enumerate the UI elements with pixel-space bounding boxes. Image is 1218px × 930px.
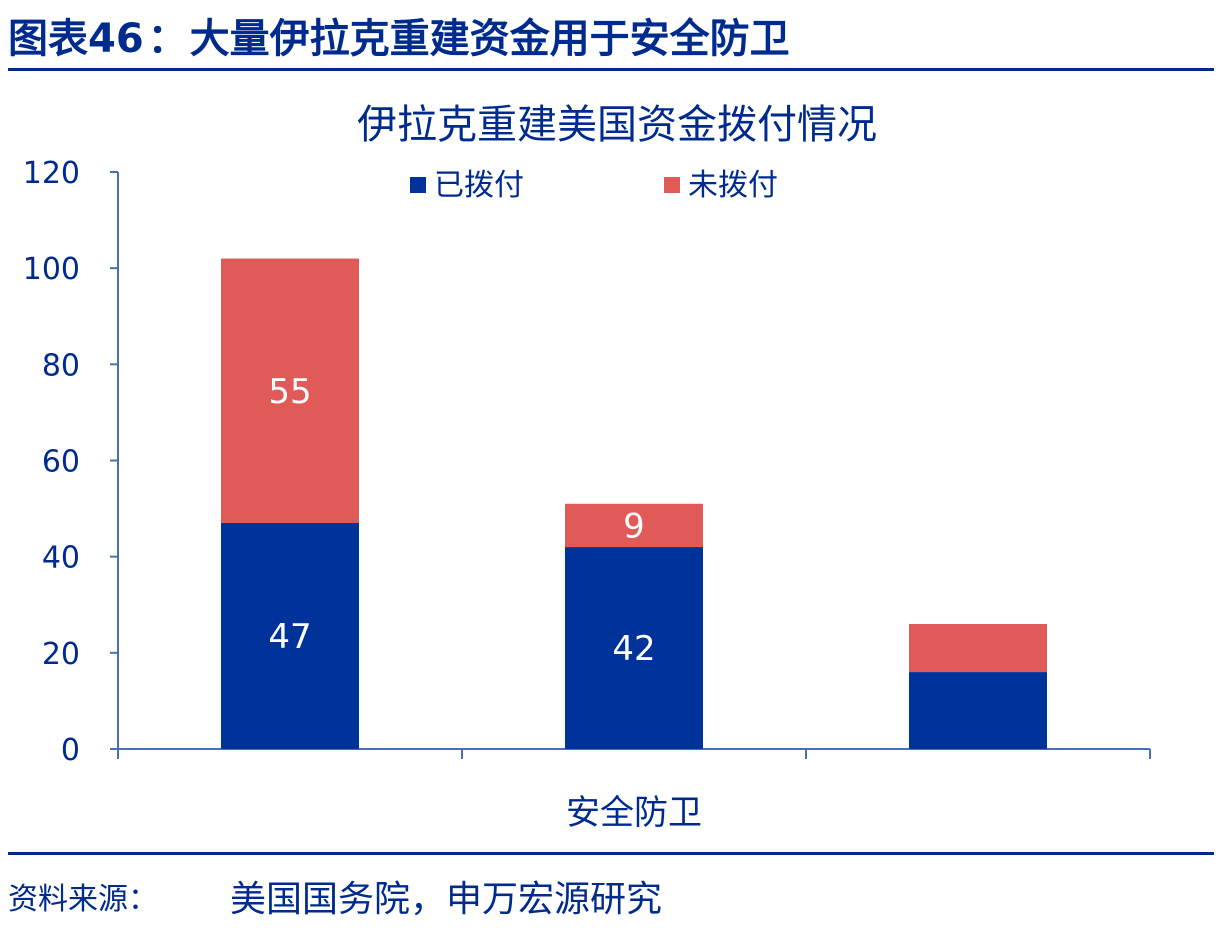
bar-segment-disbursed (909, 672, 1047, 749)
legend: 已拨付 未拨付 (410, 168, 778, 203)
bar-segment-disbursed (565, 547, 703, 749)
chart-title: 伊拉克重建美国资金拨付情况 (357, 102, 877, 148)
figure-title-text: 大量伊拉克重建资金用于安全防卫 (189, 16, 790, 62)
bar-segment-disbursed (221, 523, 359, 749)
bar-segment-undisbursed (565, 503, 703, 548)
legend-swatch (410, 177, 426, 193)
source-label: 资料来源： (8, 882, 158, 917)
legend-swatch (664, 177, 680, 193)
legend-label: 未拨付 (688, 168, 778, 203)
bar-segment-undisbursed (909, 623, 1047, 673)
y-tick-label: 0 (61, 733, 80, 768)
top-divider (8, 68, 1214, 71)
data-label: 47 (268, 617, 311, 657)
stacked-bar-chart: 伊拉克重建美国资金拨付情况 已拨付 未拨付 0 20 40 60 80 100 120 47 5… (23, 102, 1151, 833)
y-tick-label: 80 (42, 348, 80, 383)
y-tick-label: 40 (42, 541, 80, 576)
x-axis-label: 安全防卫 (566, 793, 702, 833)
y-tick-label: 120 (23, 156, 80, 191)
figure-title-separator: ： (147, 16, 188, 62)
data-label: 42 (612, 629, 655, 669)
figure-number: 图表46 (8, 16, 144, 62)
bar-segment-undisbursed (221, 258, 359, 524)
data-label: 55 (268, 372, 311, 412)
bars: 47 55 42 9 (221, 258, 1047, 749)
y-tick-label: 20 (42, 637, 80, 672)
legend-label: 已拨付 (434, 168, 524, 203)
figure-title: 图表46 ： 大量伊拉克重建资金用于安全防卫 (8, 4, 1208, 66)
data-label: 9 (623, 506, 645, 546)
y-tick-label: 60 (42, 445, 80, 480)
source-text: 美国国务院，申万宏源研究 (230, 879, 663, 920)
y-tick-label: 100 (23, 252, 80, 287)
source-note: 资料来源： 美国国务院，申万宏源研究 (8, 868, 1208, 924)
bottom-divider (8, 852, 1214, 855)
